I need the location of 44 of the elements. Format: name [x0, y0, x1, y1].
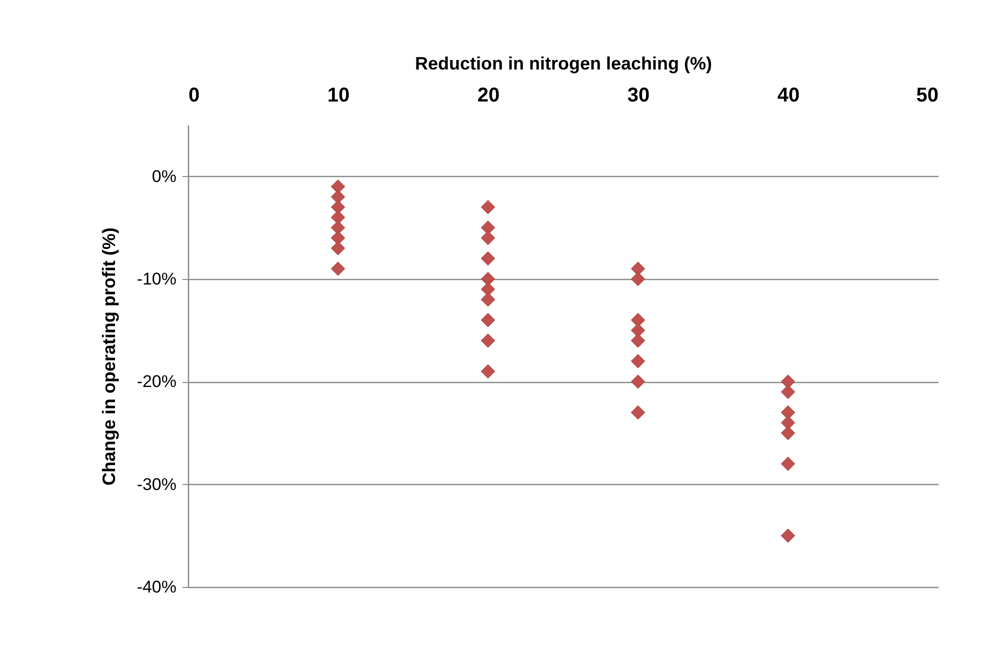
- y-axis-title: Change in operating profit (%): [98, 228, 119, 486]
- x-tick-label: 50: [916, 84, 938, 106]
- x-tick-label: 0: [188, 84, 200, 106]
- point: [630, 405, 646, 420]
- x-tick-label: 40: [777, 84, 800, 106]
- point: [780, 384, 796, 400]
- point: [780, 374, 796, 389]
- point: [330, 220, 346, 235]
- point: [480, 282, 496, 296]
- point: [330, 200, 346, 214]
- point: [480, 292, 496, 307]
- y-tick-label: -40%: [136, 578, 176, 596]
- point: [330, 241, 346, 256]
- point: [330, 262, 346, 276]
- x-tick-label: 30: [627, 84, 650, 106]
- point: [480, 272, 496, 286]
- point: [480, 220, 496, 235]
- point: [330, 210, 346, 225]
- point: [630, 272, 646, 286]
- point: [630, 354, 646, 368]
- point: [330, 190, 346, 204]
- point: [630, 262, 646, 276]
- point: [780, 426, 796, 440]
- point: [780, 416, 796, 430]
- point: [480, 200, 496, 214]
- y-tick-label: 0%: [152, 166, 176, 186]
- y-tick-label: -20%: [136, 372, 176, 392]
- point: [780, 528, 796, 543]
- point: [480, 251, 496, 266]
- point: [480, 230, 496, 246]
- y-tick-label: -10%: [136, 270, 176, 288]
- point: [480, 312, 496, 328]
- point: [480, 364, 496, 379]
- point: [780, 405, 796, 420]
- y-tick-label: -30%: [136, 474, 176, 494]
- x-tick-label: 20: [477, 84, 500, 106]
- point: [480, 333, 496, 348]
- point: [630, 312, 646, 328]
- point: [630, 333, 646, 348]
- point: [630, 374, 646, 389]
- x-axis-title: Reduction in nitrogen leaching (%): [415, 54, 712, 74]
- x-tick-label: 10: [327, 84, 350, 106]
- point: [330, 179, 346, 194]
- point: [780, 456, 796, 471]
